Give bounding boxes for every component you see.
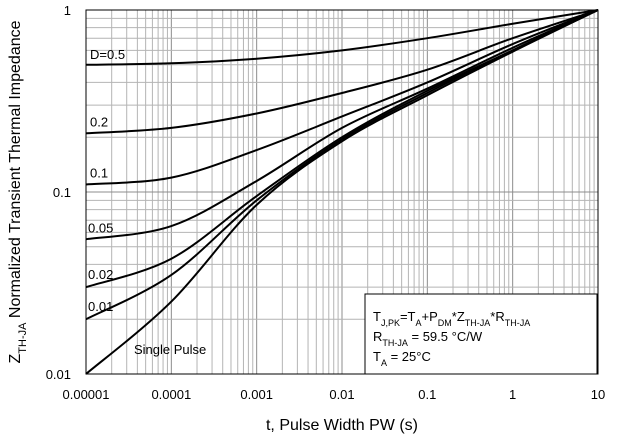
formula-segment: *Z	[452, 309, 465, 324]
formula-segment: TH-JA	[382, 338, 408, 348]
series-label-d-0-5: D=0.5	[90, 47, 125, 62]
formula-line-3: TA = 25°C	[373, 349, 431, 368]
curve-d-0-5	[85, 9, 599, 66]
y-tick-label: 0.1	[53, 185, 71, 200]
y-axis-title-z: Z	[7, 354, 24, 364]
series-labels: D=0.5 0.2 0.1 0.05 0.02 0.01 Single Pulse	[88, 47, 206, 357]
formula-segment: *R	[490, 309, 504, 324]
formula-segment: T	[373, 349, 381, 364]
x-tick-label: 0.00001	[63, 387, 110, 402]
formula-segment: = 25°C	[387, 349, 431, 364]
curve-d-0-01	[85, 9, 599, 321]
series-label-d-0-05: 0.05	[88, 220, 113, 235]
formula-segment: J,PK	[381, 318, 400, 328]
formula-segment: T	[373, 309, 381, 324]
series-label-single-pulse: Single Pulse	[134, 342, 206, 357]
series-label-d-0-2: 0.2	[90, 114, 108, 129]
x-tick-label: 10	[591, 387, 605, 402]
formula-segment: A	[381, 358, 387, 368]
formula-segment: TH-JA	[465, 318, 491, 328]
curve-d-0-1	[85, 9, 599, 186]
formula-segment: +P	[422, 309, 438, 324]
y-axis-title-rest: Normalized Transient Thermal Impedance	[7, 20, 24, 322]
curve-d-0-2	[85, 9, 599, 135]
y-axis-title: ZTH-JA Normalized Transient Thermal Impe…	[7, 20, 29, 363]
curve-single-pulse	[85, 9, 599, 375]
formula-annotation-box: TJ,PK=TA+PDM*ZTH-JA*RTH-JA RTH-JA = 59.5…	[364, 293, 598, 375]
formula-segment: DM	[438, 318, 452, 328]
x-tick-label: 0.1	[418, 387, 436, 402]
formula-segment: =T	[400, 309, 416, 324]
y-tick-label: 1	[64, 3, 71, 18]
series-label-d-0-1: 0.1	[90, 165, 108, 180]
y-tick-label: 0.01	[46, 367, 71, 382]
formula-segment: R	[373, 329, 382, 344]
plot-frame	[85, 9, 599, 375]
x-tick-label: 0.0001	[151, 387, 191, 402]
x-tick-label: 0.01	[329, 387, 354, 402]
series-label-d-0-01: 0.01	[88, 299, 113, 314]
formula-segment: = 59.5 °C/W	[408, 329, 483, 344]
x-tick-label: 0.001	[240, 387, 273, 402]
series-label-d-0-02: 0.02	[88, 267, 113, 282]
y-tick-labels: 0.01 0.1 1	[46, 3, 71, 382]
series-curves	[85, 9, 599, 375]
x-tick-label: 1	[509, 387, 516, 402]
y-axis-title-sub: TH-JA	[17, 322, 29, 354]
formula-line-1: TJ,PK=TA+PDM*ZTH-JA*RTH-JA	[373, 309, 530, 328]
formula-annotation-frame	[364, 293, 598, 375]
x-axis-title: t, Pulse Width PW (s)	[266, 417, 418, 434]
x-tick-labels: 0.00001 0.0001 0.001 0.01 0.1 1 10	[63, 387, 606, 402]
curve-d-0-05	[85, 9, 599, 241]
formula-segment: TH-JA	[505, 318, 531, 328]
formula-segment: A	[416, 318, 422, 328]
formula-line-2: RTH-JA = 59.5 °C/W	[373, 329, 483, 348]
